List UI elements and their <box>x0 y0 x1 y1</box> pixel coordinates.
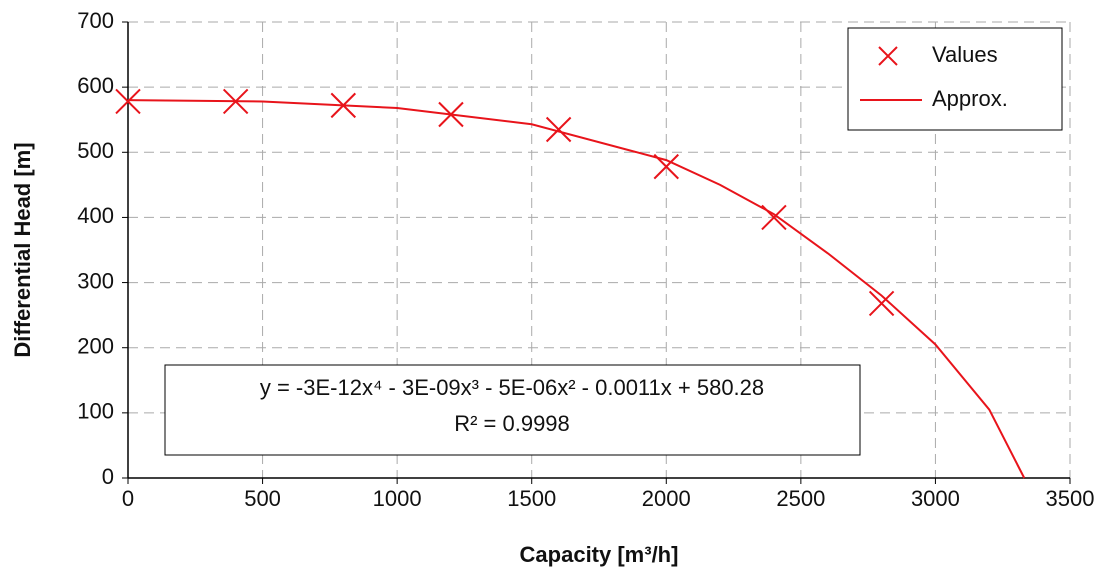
annotation-box <box>164 364 861 456</box>
x-tick-label: 3000 <box>911 486 960 511</box>
marker <box>868 290 895 317</box>
y-tick-label: 300 <box>77 268 114 293</box>
marker <box>115 88 141 115</box>
y-tick-label: 100 <box>77 399 114 424</box>
y-tick-label: 0 <box>102 464 114 489</box>
marker <box>545 116 572 143</box>
y-tick-label: 500 <box>77 138 114 163</box>
y-tick-label: 200 <box>77 334 114 359</box>
annotation: R² = 0.9998 <box>454 411 570 436</box>
legend-marker <box>878 46 898 66</box>
x-tick-label: 1000 <box>373 486 422 511</box>
y-tick-label: 400 <box>77 203 114 228</box>
y-tick-label: 600 <box>77 73 114 98</box>
x-tick-label: 500 <box>244 486 281 511</box>
y-tick-label: 700 <box>77 8 114 33</box>
x-tick-label: 3500 <box>1046 486 1095 511</box>
legend-label: Approx. <box>932 86 1008 111</box>
x-tick-label: 2500 <box>776 486 825 511</box>
legend-box <box>847 27 1063 131</box>
x-tick-label: 2000 <box>642 486 691 511</box>
y-axis-label: Differential Head [m] <box>10 142 35 357</box>
x-axis-label: Capacity [m³/h] <box>520 542 679 567</box>
legend-label: Values <box>932 42 998 67</box>
line <box>127 99 1026 479</box>
x-tick-label: 0 <box>122 486 134 511</box>
x-tick-label: 1500 <box>507 486 556 511</box>
annotation: y = -3E-12x⁴ - 3E-09x³ - 5E-06x² - 0.001… <box>260 375 764 400</box>
